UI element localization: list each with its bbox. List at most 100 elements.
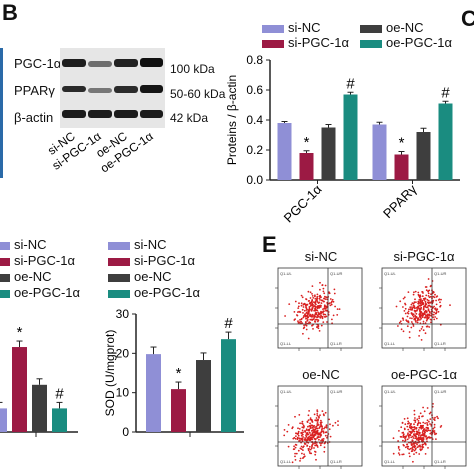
sod-bar-chart: 0 10 20 30 SOD (U/mgprot) * # [104,307,244,439]
event-dot [409,317,411,319]
event-dot [330,303,333,306]
event-dot [323,450,326,453]
event-dot [420,328,423,330]
event-dot [337,420,339,422]
bar [321,127,336,180]
event-dot [294,455,296,458]
event-dot [426,315,429,317]
event-dot [315,417,318,419]
event-dot [294,415,296,418]
event-dot [429,429,432,432]
panel-letter-e: E [262,232,277,257]
event-dot [320,425,323,427]
event-dot [415,301,417,304]
event-dot [324,411,327,414]
event-dot [319,304,322,307]
event-dot [424,332,427,335]
event-dot [427,295,430,297]
event-dot [307,449,310,452]
legend-item: si-NC [262,20,321,35]
flow-title-oe-pgc1a: oe-PGC-1α [390,367,458,382]
event-dot [411,435,414,438]
event-dot [296,314,298,316]
significance-mark: * [176,365,182,382]
event-dot [412,315,415,318]
event-dot [427,436,430,439]
flow-title-si-pgc1a: si-PGC-1α [393,249,455,264]
event-dot [319,414,321,416]
event-dot [406,447,409,450]
event-dot [417,422,420,425]
event-dot [314,294,316,297]
event-dot [410,321,413,323]
event-dot [414,421,417,423]
event-dot [301,296,304,299]
legend-item: si-NC [108,237,167,252]
event-dot [432,427,435,430]
event-dot [437,417,439,420]
event-dot [419,295,422,298]
event-dot [424,422,426,425]
event-dot [323,300,325,303]
protein-bar-chart: 0.0 0.2 0.4 0.6 0.8 Proteins / β-actin * # PGC-1… [225,55,460,226]
event-dot [437,310,440,313]
legend-label: oe-PGC-1α [386,35,453,50]
event-dot [314,297,317,300]
event-dot [308,300,311,302]
event-dot [321,428,323,431]
event-dot [320,302,323,304]
event-dot [309,448,312,451]
event-dot [395,305,398,308]
event-dot [298,414,301,416]
event-dot [315,458,317,461]
quadrant-label: Q1-LL [280,459,292,464]
event-dot [311,437,313,439]
event-dot [415,442,417,445]
event-dot [315,419,318,422]
event-dot [425,289,428,292]
event-dot [287,424,290,426]
bar [394,154,409,180]
event-dot [413,444,416,447]
event-dot [324,316,327,318]
event-dot [434,316,436,318]
event-dot [421,313,423,315]
event-dot [417,305,420,308]
event-dot [311,427,313,429]
event-dot [421,448,423,451]
bar [299,153,314,180]
quadrant-label: Q1-UR [434,271,447,276]
event-dot [294,443,297,446]
quadrant-label: Q1-UL [384,389,397,394]
event-dot [337,424,339,426]
event-dot [407,422,409,425]
event-dot [423,410,426,413]
event-dot [415,430,418,433]
event-dot [317,325,320,328]
event-dot [418,304,421,307]
event-dot [301,437,304,440]
event-dot [322,438,325,440]
event-dot [420,427,423,430]
significance-mark: * [399,135,405,152]
event-dot [311,295,314,297]
event-dot [309,434,312,437]
event-dot [421,295,424,298]
event-dot [426,424,429,426]
event-dot [333,288,336,291]
legend-swatch [360,24,382,33]
legend-swatch [108,289,130,298]
event-dot [420,437,422,440]
event-dot [306,317,308,320]
event-dot [313,447,315,449]
event-dot [411,448,414,450]
event-dot [311,302,314,305]
event-dot [310,309,313,311]
significance-mark: # [224,315,233,332]
event-dot [416,446,419,449]
event-dot [418,453,421,455]
event-dot [416,309,418,312]
y-tick-label: 0.4 [246,113,263,127]
event-dot [309,417,312,419]
event-dot [435,311,438,314]
